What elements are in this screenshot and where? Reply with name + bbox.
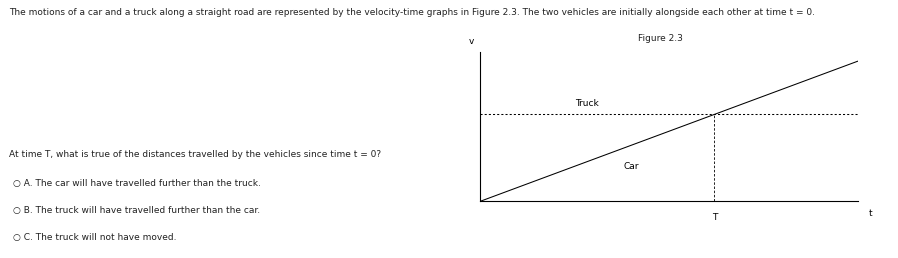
Text: ○ A. The car will have travelled further than the truck.: ○ A. The car will have travelled further… (13, 179, 261, 188)
Text: At time T, what is true of the distances travelled by the vehicles since time t : At time T, what is true of the distances… (9, 150, 381, 159)
Text: T: T (711, 213, 717, 222)
Text: Figure 2.3: Figure 2.3 (638, 34, 682, 43)
Text: v: v (469, 37, 473, 46)
Text: ○ C. The truck will not have moved.: ○ C. The truck will not have moved. (13, 233, 177, 243)
Text: ○ B. The truck will have travelled further than the car.: ○ B. The truck will have travelled furth… (13, 206, 260, 215)
Text: t: t (869, 209, 873, 218)
Text: The motions of a car and a truck along a straight road are represented by the ve: The motions of a car and a truck along a… (9, 8, 815, 17)
Text: Car: Car (624, 162, 639, 171)
Text: Truck: Truck (575, 100, 598, 108)
